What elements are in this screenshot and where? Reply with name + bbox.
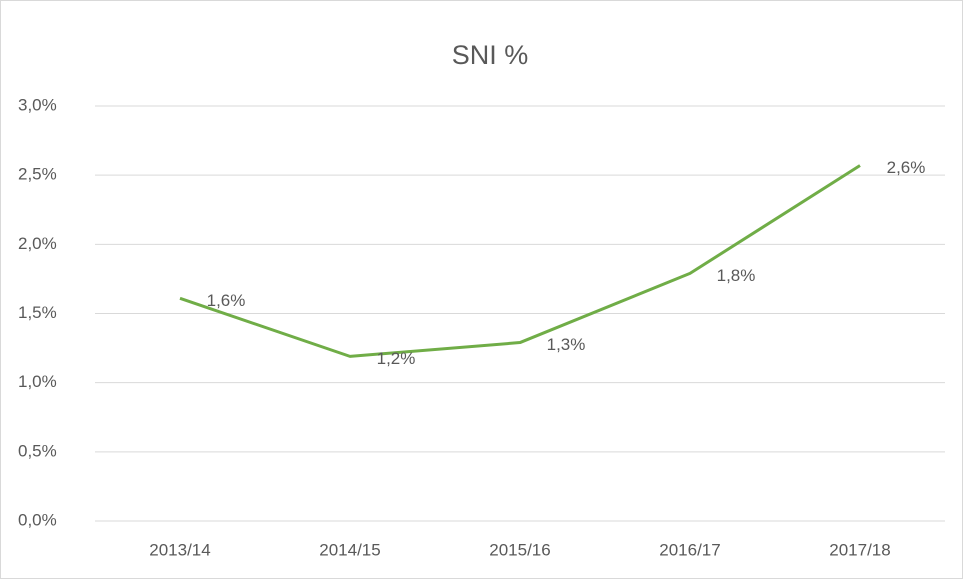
x-tick-label: 2014/15	[319, 540, 380, 559]
y-tick-label: 1,5%	[18, 303, 57, 322]
data-label: 1,8%	[717, 266, 756, 285]
chart-title: SNI %	[452, 40, 529, 70]
x-tick-label: 2016/17	[659, 540, 720, 559]
data-label: 1,6%	[207, 291, 246, 310]
y-tick-label: 2,0%	[18, 234, 57, 253]
x-tick-label: 2015/16	[489, 540, 550, 559]
data-label: 2,6%	[887, 158, 926, 177]
y-tick-label: 0,0%	[18, 510, 57, 529]
x-tick-label: 2013/14	[149, 540, 210, 559]
data-label: 1,2%	[377, 349, 416, 368]
y-tick-label: 3,0%	[18, 95, 57, 114]
data-label: 1,3%	[547, 335, 586, 354]
y-tick-label: 0,5%	[18, 441, 57, 460]
x-tick-label: 2017/18	[829, 540, 890, 559]
data-line	[179, 164, 861, 358]
y-tick-label: 1,0%	[18, 372, 57, 391]
y-tick-label: 2,5%	[18, 165, 57, 184]
